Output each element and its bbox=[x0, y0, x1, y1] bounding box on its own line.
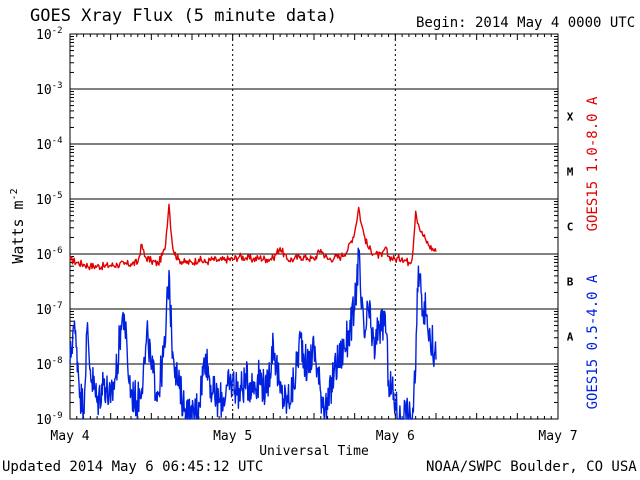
y-tick-exponent: -3 bbox=[52, 81, 63, 91]
chart-title: GOES Xray Flux (5 minute data) bbox=[30, 6, 338, 26]
legend-short-channel: GOES15 0.5-4.0 A bbox=[585, 274, 601, 409]
y-tick-exponent: -9 bbox=[52, 411, 63, 421]
source-credit: NOAA/SWPC Boulder, CO USA bbox=[426, 459, 637, 475]
y-tick-base: 10 bbox=[36, 28, 52, 43]
x-tick-labels: May 4 May 5 May 6 May 7 bbox=[50, 429, 577, 444]
y-tick-label: 10-2 bbox=[36, 26, 63, 43]
y-tick-exponent: -7 bbox=[52, 301, 63, 311]
x-axis-label: Universal Time bbox=[259, 444, 369, 459]
y-tick-base: 10 bbox=[36, 138, 52, 153]
begin-time-label: Begin: 2014 May 4 0000 UTC bbox=[416, 15, 636, 31]
y-tick-label: 10-5 bbox=[36, 191, 63, 208]
y-tick-label: 10-4 bbox=[36, 136, 63, 153]
x-tick-label: May 4 bbox=[50, 429, 89, 444]
flare-class-labels: X M C B A bbox=[567, 111, 574, 344]
y-tick-base: 10 bbox=[36, 413, 52, 428]
x-tick-label: May 5 bbox=[213, 429, 252, 444]
y-axis-label-text: Watts m bbox=[9, 200, 27, 263]
y-tick-label: 10-8 bbox=[36, 356, 63, 373]
axis-ticks bbox=[70, 34, 558, 419]
x-tick-label: May 6 bbox=[376, 429, 415, 444]
y-tick-exponent: -4 bbox=[52, 136, 63, 146]
flare-class-x: X bbox=[567, 111, 574, 124]
y-tick-base: 10 bbox=[36, 303, 52, 318]
flare-class-c: C bbox=[567, 221, 574, 234]
series-lines bbox=[69, 203, 437, 420]
flare-class-a: A bbox=[567, 331, 574, 344]
y-tick-base: 10 bbox=[36, 248, 52, 263]
y-axis-label-exponent: -2 bbox=[9, 188, 20, 200]
y-tick-label: 10-9 bbox=[36, 411, 63, 428]
y-tick-base: 10 bbox=[36, 193, 52, 208]
flare-class-b: B bbox=[567, 276, 574, 289]
y-axis-label: Watts m-2 bbox=[9, 188, 27, 263]
y-tick-exponent: -8 bbox=[52, 356, 63, 366]
y-tick-exponent: -6 bbox=[52, 246, 63, 256]
y-tick-base: 10 bbox=[36, 83, 52, 98]
series-line-long bbox=[69, 203, 437, 271]
y-tick-exponent: -2 bbox=[52, 26, 63, 36]
y-tick-labels: 10-210-310-410-510-610-710-810-9 bbox=[36, 26, 63, 428]
y-tick-base: 10 bbox=[36, 358, 52, 373]
updated-timestamp: Updated 2014 May 6 06:45:12 UTC bbox=[2, 459, 264, 475]
y-tick-label: 10-3 bbox=[36, 81, 63, 98]
x-tick-label: May 7 bbox=[538, 429, 577, 444]
y-tick-label: 10-7 bbox=[36, 301, 63, 318]
series-line-short bbox=[69, 247, 437, 420]
legend-long-channel: GOES15 1.0-8.0 A bbox=[585, 96, 601, 231]
flare-class-m: M bbox=[567, 166, 574, 179]
y-tick-exponent: -5 bbox=[52, 191, 63, 201]
y-tick-label: 10-6 bbox=[36, 246, 63, 263]
